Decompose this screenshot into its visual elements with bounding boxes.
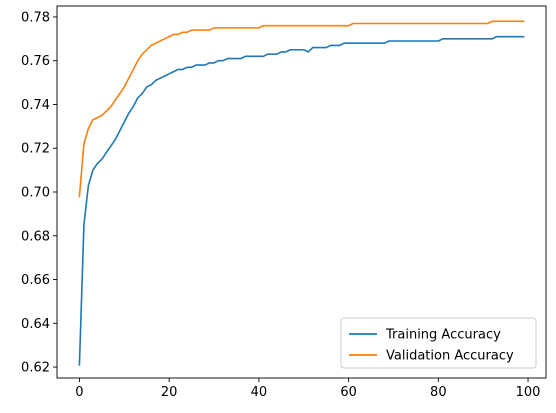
legend-label: Training Accuracy	[385, 328, 501, 343]
x-tick-label: 0	[75, 385, 83, 400]
legend-label: Validation Accuracy	[386, 349, 514, 364]
y-tick-label: 0.74	[21, 98, 50, 113]
y-tick-label: 0.70	[21, 186, 50, 201]
x-tick-label: 60	[340, 385, 357, 400]
legend-box	[340, 317, 537, 369]
y-tick-label: 0.76	[21, 54, 50, 69]
y-tick-label: 0.78	[21, 10, 50, 25]
x-tick-label: 20	[161, 385, 178, 400]
series-layer	[78, 20, 525, 366]
y-tick-label: 0.64	[21, 317, 50, 332]
y-tick-label: 0.66	[21, 273, 50, 288]
x-tick-label: 80	[430, 385, 447, 400]
legend: Training Accuracy Validation Accuracy	[340, 317, 537, 369]
y-tick-label: 0.68	[21, 229, 50, 244]
x-tick-label: 40	[251, 385, 268, 400]
series-line-validation	[78, 20, 525, 198]
y-tick-label: 0.62	[21, 361, 50, 376]
axes-layer: 0 20 40 60 80 100 0.62 0.64 0.66 0.68 0.70 0.72 0.74…	[21, 5, 547, 400]
y-tick-label: 0.72	[21, 142, 50, 157]
x-tick-label: 100	[516, 385, 541, 400]
series-line-training	[78, 35, 525, 366]
